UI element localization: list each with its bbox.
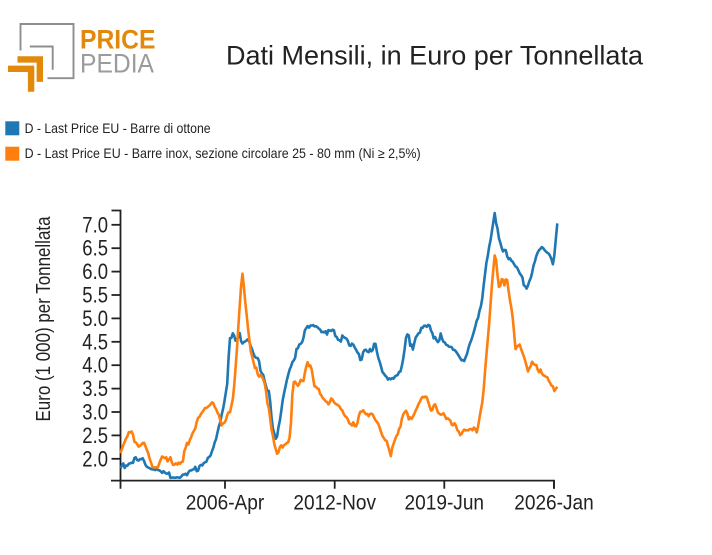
svg-text:3.5: 3.5: [82, 376, 108, 401]
svg-text:2019-Jun: 2019-Jun: [405, 492, 485, 515]
svg-text:2.0: 2.0: [82, 446, 108, 471]
svg-text:2006-Apr: 2006-Apr: [186, 492, 264, 515]
svg-text:6.5: 6.5: [82, 236, 108, 261]
svg-text:2026-Jan: 2026-Jan: [514, 492, 594, 515]
svg-text:4.5: 4.5: [82, 329, 108, 354]
svg-text:2012-Nov: 2012-Nov: [293, 492, 376, 515]
svg-text:Euro (1 000) per Tonnellata: Euro (1 000) per Tonnellata: [32, 216, 55, 421]
svg-text:Dati Mensili, in Euro per Tonn: Dati Mensili, in Euro per Tonnellata: [226, 41, 643, 71]
svg-text:6.0: 6.0: [82, 259, 108, 284]
svg-text:7.0: 7.0: [82, 212, 108, 237]
svg-text:3.0: 3.0: [82, 400, 108, 425]
svg-text:5.0: 5.0: [82, 306, 108, 331]
svg-text:PEDIA: PEDIA: [80, 49, 154, 79]
svg-text:D - Last Price EU - Barre di o: D - Last Price EU - Barre di ottone: [25, 121, 211, 136]
svg-text:PRICE: PRICE: [80, 25, 156, 55]
svg-text:D - Last Price EU - Barre inox: D - Last Price EU - Barre inox, sezione …: [25, 146, 421, 161]
svg-text:4.0: 4.0: [82, 353, 108, 378]
svg-text:5.5: 5.5: [82, 283, 108, 308]
svg-text:2.5: 2.5: [82, 423, 108, 448]
